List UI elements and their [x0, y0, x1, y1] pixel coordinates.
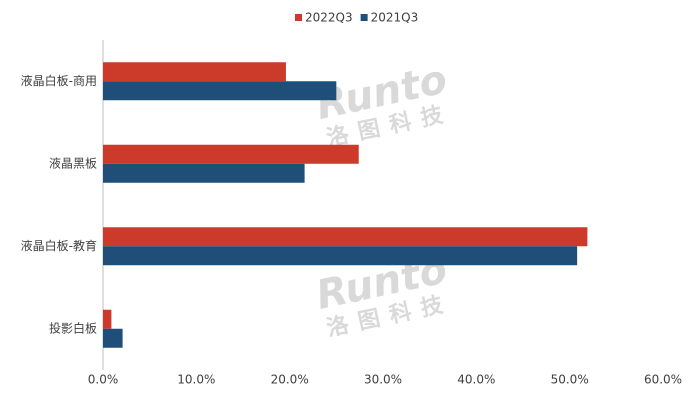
x-tick-label: 20.0%: [271, 373, 309, 387]
y-tick-label: 液晶黑板: [49, 155, 97, 170]
x-tick-label: 60.0%: [644, 373, 682, 387]
legend-label: 2021Q3: [371, 11, 419, 25]
legend-swatch: [295, 14, 302, 21]
x-tick-label: 0.0%: [88, 373, 119, 387]
y-tick-label: 投影白板: [49, 320, 97, 335]
bar: [103, 144, 359, 164]
x-tick-label: 30.0%: [364, 373, 402, 387]
x-tick-label: 40.0%: [457, 373, 495, 387]
bar: [103, 309, 112, 329]
x-tick-label: 50.0%: [551, 373, 589, 387]
bar: [103, 62, 286, 82]
y-tick-label: 液晶白板-商用: [21, 73, 97, 88]
bar: [103, 328, 123, 348]
x-tick-label: 10.0%: [177, 373, 215, 387]
bar: [103, 163, 305, 183]
y-tick-label: 液晶白板-教育: [21, 238, 97, 253]
legend-label: 2022Q3: [305, 11, 353, 25]
bar: [103, 81, 337, 101]
bar: [103, 227, 588, 247]
legend-swatch: [360, 14, 368, 21]
bar: [103, 246, 578, 266]
